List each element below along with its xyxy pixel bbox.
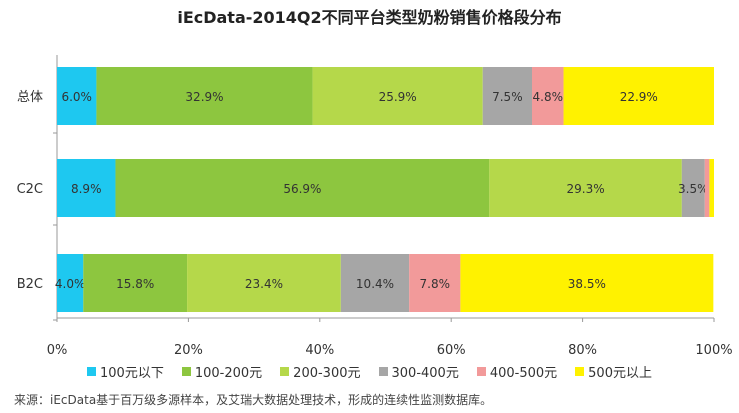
bar-segment [340,254,410,312]
data-label: 8.9% [71,182,102,196]
data-label: 7.5% [492,90,523,104]
legend-label: 400-500元 [489,366,558,381]
bar-segment [709,159,714,217]
bar-segment [409,254,461,312]
legend-swatch [181,367,191,376]
legend-swatch [476,367,486,376]
data-label: 32.9% [185,90,223,104]
bar-segment [57,254,84,312]
data-label: 10.4% [356,277,394,291]
legend-item: 100-200元 [181,362,263,381]
legend-item: 200-300元 [280,362,361,381]
data-label: 15.8% [116,277,154,291]
data-label: 3.5% [678,182,709,196]
bar-segment [532,67,564,125]
bar-segment [312,67,483,125]
data-label: 6.0% [61,90,92,104]
legend-label: 500元以上 [588,366,652,381]
data-label: 4.8% [533,90,564,104]
source-note: 来源：iEcData基于百万级多源样本，及艾瑞大数据处理技术，形成的连续性监测数… [14,393,493,407]
x-tick-label: 40% [305,343,334,358]
legend-swatch [378,367,388,376]
data-label: 56.9% [283,182,321,196]
category-label: C2C [17,182,43,197]
x-tick-label: 100% [695,343,732,358]
x-tick-label: 80% [568,343,597,358]
x-tick-label: 60% [437,343,466,358]
legend-label: 200-300元 [293,366,361,381]
category-label: 总体 [17,90,43,105]
x-tick-label: 20% [174,343,203,358]
data-label: 7.8% [420,277,451,291]
data-label: 29.3% [566,182,604,196]
data-label: 23.4% [245,277,283,291]
bar-segment [704,159,710,217]
legend-swatch [280,367,290,376]
x-tick-label: 0% [47,343,68,358]
bar-segment [489,159,682,217]
bar-segment [96,67,313,125]
legend-label: 100元以下 [100,366,164,381]
legend-item: 400-500元 [476,362,558,381]
data-label: 4.0% [55,277,86,291]
legend-item: 500元以上 [575,362,652,381]
data-label: 38.5% [568,277,606,291]
bar-segment [563,67,714,125]
legend-label: 100-200元 [194,366,263,381]
bar-segment [57,159,116,217]
bar-segment [57,67,97,125]
legend: 100元以下 100-200元 200-300元 300-400元 400-500元 50… [0,362,739,381]
bar-segment [482,67,533,125]
category-label: B2C [17,277,43,292]
bar-segment [460,254,714,312]
bar-segment [187,254,341,312]
legend-swatch [575,367,585,376]
data-label: 22.9% [620,90,658,104]
legend-label: 300-400元 [391,366,459,381]
bar-segment [83,254,188,312]
legend-item: 300-400元 [378,362,459,381]
bar-segment [115,159,490,217]
legend-swatch [87,367,97,376]
data-label: 25.9% [379,90,417,104]
chart-title: iEcData-2014Q2不同平台类型奶粉销售价格段分布 [177,8,562,27]
legend-item: 100元以下 [87,362,164,381]
bar-segment [681,159,705,217]
